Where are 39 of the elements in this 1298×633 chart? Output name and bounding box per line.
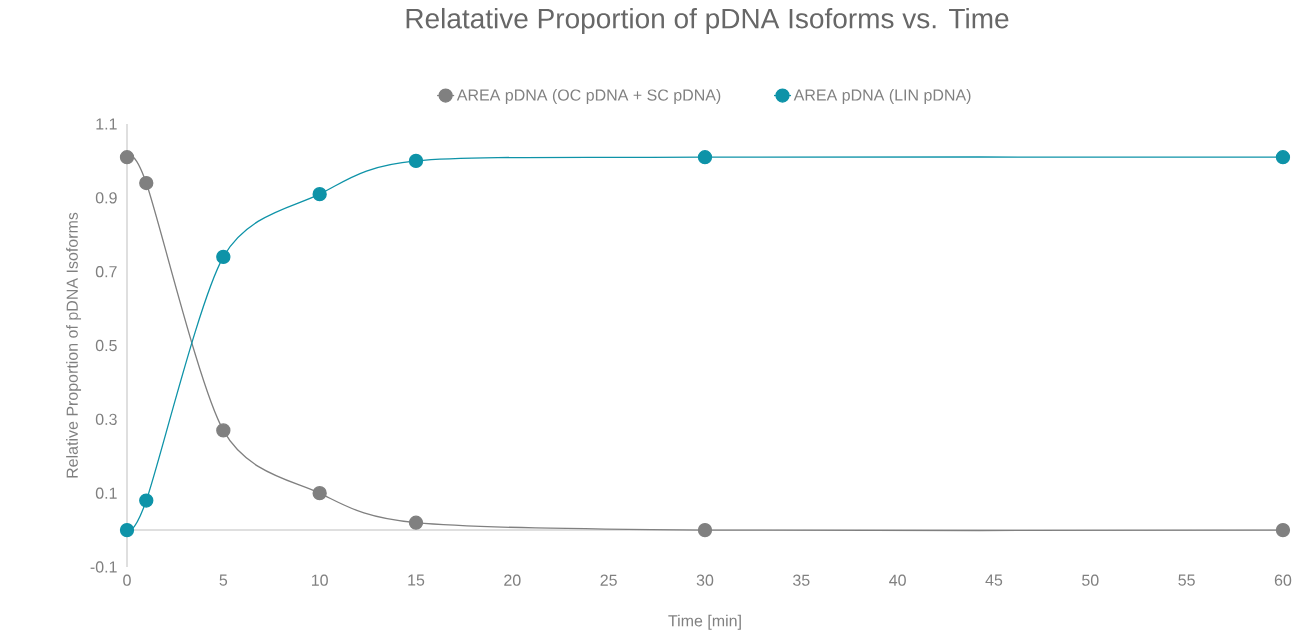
legend-label: AREA pDNA (OC pDNA + SC pDNA) (456, 88, 721, 104)
legend-label: AREA pDNA (LIN pDNA) (793, 88, 971, 104)
x-tick-label: 30 (696, 574, 714, 586)
x-tick-label: 20 (504, 574, 521, 586)
point (408, 153, 424, 169)
point (408, 515, 424, 530)
x-tick-label: 35 (793, 574, 810, 586)
point (119, 522, 135, 538)
x-tick-label: 0 (123, 574, 131, 586)
x-tick-label: 15 (408, 574, 425, 586)
y-tick-label: 1.1 (96, 118, 117, 130)
y-tick-label: 0.1 (95, 487, 117, 499)
x-axis-title: Time [min] (668, 614, 741, 630)
point (697, 522, 713, 538)
y-tick-label: -0.1 (90, 561, 117, 573)
chart-title: Relatative Proportion of pDNA Isoforms vs. Time (406, 7, 1009, 35)
x-tick-label: 55 (1178, 574, 1195, 586)
point (216, 249, 231, 265)
x-tick-label: 60 (1274, 574, 1292, 586)
point (312, 486, 327, 501)
y-axis-title: Relative Proportion of pDNA Isoforms (66, 212, 82, 478)
point (216, 423, 231, 438)
x-tick-label: 50 (1082, 574, 1099, 586)
x-tick-label: 45 (985, 574, 1003, 586)
point (697, 150, 713, 165)
point (1275, 150, 1291, 165)
x-tick-label: 25 (600, 574, 617, 586)
x-tick-label: 40 (889, 574, 906, 586)
y-tick-label: 0.5 (95, 339, 117, 352)
y-tick-label: 0.7 (95, 266, 117, 278)
y-tick-label: 0.3 (95, 413, 117, 425)
point (119, 150, 135, 165)
x-tick-label: 5 (219, 574, 228, 586)
x-tick-label: 10 (311, 574, 328, 586)
point (1275, 522, 1291, 538)
point (139, 175, 154, 191)
point (139, 493, 154, 508)
point (312, 186, 327, 202)
y-tick-label: 0.9 (95, 192, 117, 204)
